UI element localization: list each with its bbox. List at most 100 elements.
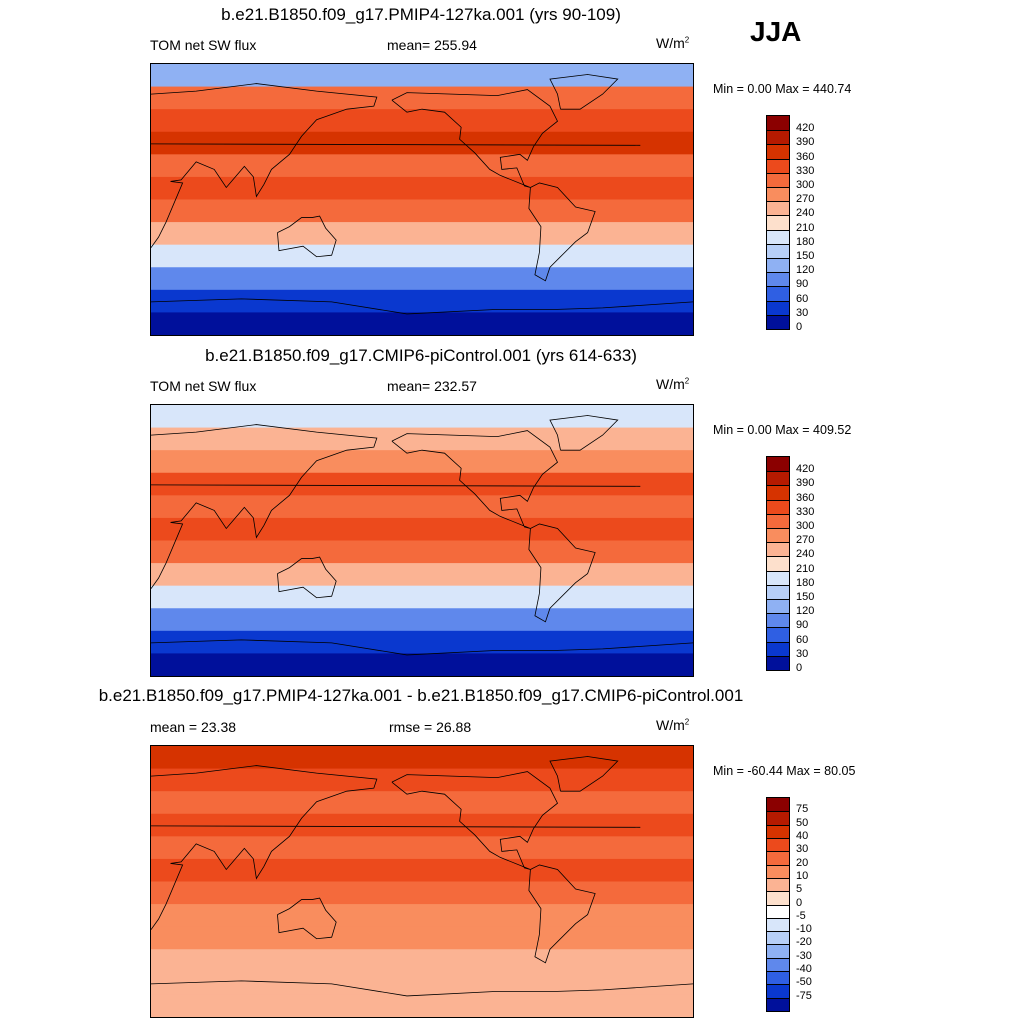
zonal-band xyxy=(151,791,693,815)
colorbar-tick-label: 120 xyxy=(796,264,815,277)
panel-2-map xyxy=(150,404,694,677)
coastline xyxy=(277,215,337,258)
colorbar-box xyxy=(767,641,789,656)
colorbar-tick-label: 75 xyxy=(796,803,809,816)
colorbar-tick-label: 390 xyxy=(796,136,815,149)
coastline xyxy=(549,756,619,792)
colorbar-box xyxy=(767,798,789,812)
colorbar-box xyxy=(767,824,789,838)
colorbar-box xyxy=(767,314,789,329)
colorbar-tick-label: 90 xyxy=(796,619,809,632)
zonal-band xyxy=(151,450,693,474)
coastline xyxy=(151,298,693,315)
zonal-band xyxy=(151,813,693,837)
colorbar-box xyxy=(767,243,789,258)
panel-2-title: b.e21.B1850.f09_g17.CMIP6-piControl.001 … xyxy=(205,346,637,365)
zonal-band xyxy=(151,109,693,133)
zonal-band xyxy=(151,653,693,676)
colorbar-tick-label: 120 xyxy=(796,605,815,618)
panel-1-map xyxy=(150,63,694,336)
colorbar-box xyxy=(767,904,789,918)
colorbar-box xyxy=(767,864,789,878)
zonal-band xyxy=(151,222,693,246)
colorbar-box xyxy=(767,513,789,528)
colorbar-tick-label: 420 xyxy=(796,122,815,135)
coastline xyxy=(151,765,378,930)
colorbar-tick-label: 180 xyxy=(796,576,815,589)
panel-3-units: W/m2 xyxy=(656,717,690,733)
colorbar-box xyxy=(767,499,789,514)
zonal-band xyxy=(151,926,693,950)
zonal-band xyxy=(151,630,693,655)
season-label: JJA xyxy=(750,16,802,47)
colorbar-tick-label: 420 xyxy=(796,463,815,476)
zonal-band xyxy=(151,746,693,770)
coastline xyxy=(151,980,693,997)
zonal-band xyxy=(151,904,693,928)
colorbar-box xyxy=(767,457,789,472)
colorbar-tick-label: -5 xyxy=(796,909,806,922)
zonal-band xyxy=(151,131,693,155)
panel-2-variable-label: TOM net SW flux xyxy=(150,378,257,394)
colorbar-box xyxy=(767,485,789,500)
zonal-band xyxy=(151,244,693,268)
panel-3-rmse-label: rmse = 26.88 xyxy=(389,719,472,735)
zonal-band xyxy=(151,971,693,996)
zonal-band xyxy=(151,154,693,178)
colorbar-tick-label: 60 xyxy=(796,292,809,305)
colorbar-box xyxy=(767,158,789,173)
colorbar-box xyxy=(767,542,789,557)
coastline xyxy=(391,89,559,188)
colorbar-tick-label: 300 xyxy=(796,520,815,532)
colorbar-tick-label: 330 xyxy=(796,164,815,177)
colorbar-box xyxy=(767,957,789,972)
colorbar-box xyxy=(767,851,789,865)
colorbar-box xyxy=(767,187,789,202)
panel-1-title: b.e21.B1850.f09_g17.PMIP4-127ka.001 (yrs… xyxy=(221,5,621,24)
colorbar-box xyxy=(767,286,789,301)
zonal-band xyxy=(151,608,693,632)
map-field-3 xyxy=(151,746,693,1017)
zonal-band xyxy=(151,199,693,223)
colorbar-box xyxy=(767,144,789,159)
colorbar-tick-label: 210 xyxy=(796,221,815,234)
zonal-band xyxy=(151,472,693,496)
zonal-band xyxy=(151,495,693,519)
zonal-band xyxy=(151,405,693,429)
coastline xyxy=(528,182,596,282)
panel-1-variable-label: TOM net SW flux xyxy=(150,37,257,53)
panel-3-colorbar xyxy=(766,797,790,1012)
colorbar-tick-label: 150 xyxy=(796,250,815,262)
zonal-band xyxy=(151,427,693,451)
coastline xyxy=(151,825,641,835)
zonal-band xyxy=(151,585,693,609)
colorbar-tick-label: 60 xyxy=(796,633,809,646)
colorbar-tick-label: 30 xyxy=(796,647,809,660)
panel-1-mean-label: mean= 255.94 xyxy=(387,37,477,53)
colorbar-box xyxy=(767,116,789,131)
colorbar-box xyxy=(767,984,789,998)
colorbar-box xyxy=(767,917,789,932)
panel-1-colorbar xyxy=(766,115,790,330)
colorbar-tick-label: 0 xyxy=(796,896,803,909)
zonal-band xyxy=(151,86,693,110)
colorbar-box xyxy=(767,215,789,230)
colorbar-box xyxy=(767,300,789,315)
colorbar-box xyxy=(767,556,789,571)
coastline xyxy=(549,74,619,110)
colorbar-box xyxy=(767,258,789,273)
colorbar-tick-label: 270 xyxy=(796,193,815,206)
panel-1-units: W/m2 xyxy=(656,35,690,51)
map-field-2 xyxy=(151,405,693,676)
zonal-band xyxy=(151,176,693,201)
colorbar-box xyxy=(767,584,789,599)
panel-3-title: b.e21.B1850.f09_g17.PMIP4-127ka.001 - b.… xyxy=(98,686,744,705)
panel-1-minmax: Min = 0.00 Max = 440.74 xyxy=(713,82,852,96)
coastline xyxy=(528,864,596,964)
coastline xyxy=(151,143,641,153)
colorbar-tick-label: 30 xyxy=(796,306,809,319)
coastline xyxy=(151,639,693,656)
colorbar-tick-label: 300 xyxy=(796,179,815,191)
zonal-band xyxy=(151,836,693,860)
panel-2-units: W/m2 xyxy=(656,376,690,392)
